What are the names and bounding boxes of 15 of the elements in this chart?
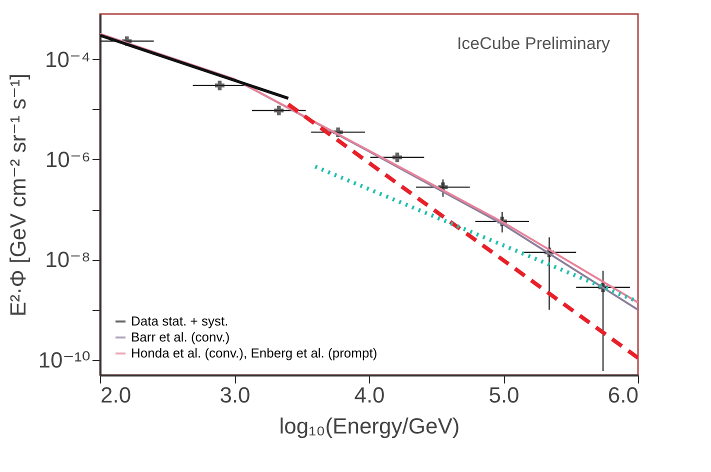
y-tick-label: 10⁻⁸ xyxy=(45,247,90,272)
x-tick-label: 5.0 xyxy=(488,382,520,408)
y-tick-label: 10⁻¹⁰ xyxy=(38,347,91,372)
x-tick-label: 3.0 xyxy=(220,382,250,408)
y-axis-title: E²·Φ [GeV cm⁻² sr⁻¹ s⁻¹] xyxy=(5,73,30,317)
y-tick-label: 10⁻⁶ xyxy=(45,146,90,172)
y-tick-label: 10⁻⁴ xyxy=(44,46,90,72)
legend-label: Barr et al. (conv.) xyxy=(131,330,230,344)
x-tick-label: 2.0 xyxy=(100,382,132,408)
legend-label: Honda et al. (conv.), Enberg et al. (prompt) xyxy=(131,346,378,360)
annotation: IceCube Preliminary xyxy=(456,34,610,53)
legend-label: Data stat. + syst. xyxy=(131,314,228,328)
x-tick-label: 6.0 xyxy=(608,382,638,408)
x-axis-title: log₁₀(Energy/GeV) xyxy=(279,414,460,438)
x-tick-label: 4.0 xyxy=(354,382,385,408)
